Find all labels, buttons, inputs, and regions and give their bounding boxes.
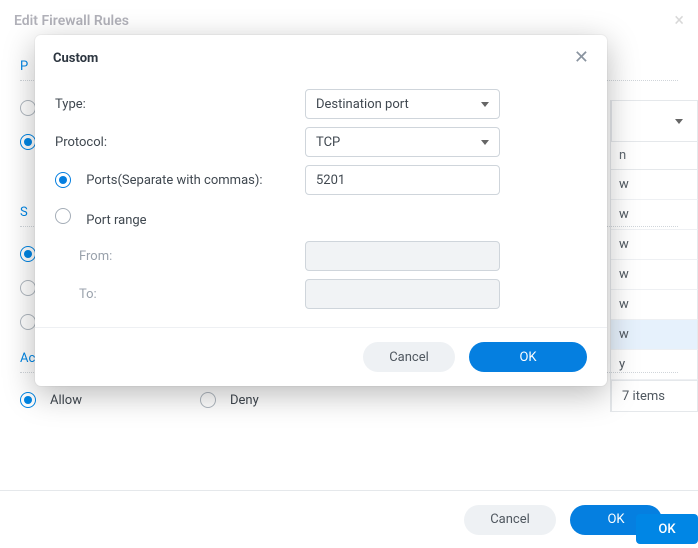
ports-radio-row: Ports(Separate with commas): xyxy=(55,172,305,188)
chevron-down-icon xyxy=(675,119,683,124)
table-row[interactable]: w xyxy=(611,320,698,350)
table-row[interactable]: w xyxy=(611,170,698,200)
table-row[interactable]: w xyxy=(611,200,698,230)
to-label: To: xyxy=(55,287,305,302)
bg-table-footer: 7 items xyxy=(611,380,698,412)
radio-port-range-label: Port range xyxy=(86,213,146,228)
edit-firewall-footer: Cancel OK xyxy=(0,490,698,548)
radio-port-range[interactable] xyxy=(55,208,71,224)
from-label: From: xyxy=(55,249,305,264)
close-icon[interactable]: ✕ xyxy=(574,49,589,67)
ok-button[interactable]: OK xyxy=(469,342,587,372)
type-label: Type: xyxy=(55,97,305,112)
type-select[interactable]: Destination port xyxy=(305,89,500,119)
bg-table-dropdown[interactable] xyxy=(611,100,698,142)
radio-deny[interactable] xyxy=(200,392,216,408)
cancel-button[interactable]: Cancel xyxy=(363,342,455,372)
protocol-select[interactable]: TCP xyxy=(305,127,500,157)
action-row: Allow Deny xyxy=(20,383,678,417)
custom-modal: Custom ✕ Type: Destination port Protocol… xyxy=(35,35,607,386)
modal-title: Custom xyxy=(53,51,98,66)
bg-table-subheader: n xyxy=(611,142,698,170)
ports-input[interactable] xyxy=(305,165,500,195)
radio-allow[interactable] xyxy=(20,392,36,408)
radio-ports-label: Ports(Separate with commas): xyxy=(86,173,262,188)
radio-allow-label: Allow xyxy=(50,393,200,408)
radio-deny-label: Deny xyxy=(230,393,259,408)
table-row[interactable]: w xyxy=(611,230,698,260)
protocol-select-value: TCP xyxy=(316,135,340,150)
from-input xyxy=(305,241,500,271)
radio-ports[interactable] xyxy=(55,172,71,188)
table-row[interactable]: y xyxy=(611,350,698,380)
table-row[interactable]: w xyxy=(611,290,698,320)
outer-ok-button[interactable]: OK xyxy=(636,514,698,544)
to-input xyxy=(305,279,500,309)
close-icon[interactable]: × xyxy=(674,10,684,31)
chevron-down-icon xyxy=(481,102,489,107)
chevron-down-icon xyxy=(481,140,489,145)
bg-table: n wwwwwwy 7 items xyxy=(610,100,698,412)
cancel-button[interactable]: Cancel xyxy=(464,505,556,535)
protocol-label: Protocol: xyxy=(55,135,305,150)
edit-firewall-title: Edit Firewall Rules xyxy=(14,13,129,29)
portrange-radio-row: Port range xyxy=(55,208,305,228)
table-row[interactable]: w xyxy=(611,260,698,290)
type-select-value: Destination port xyxy=(316,97,409,112)
